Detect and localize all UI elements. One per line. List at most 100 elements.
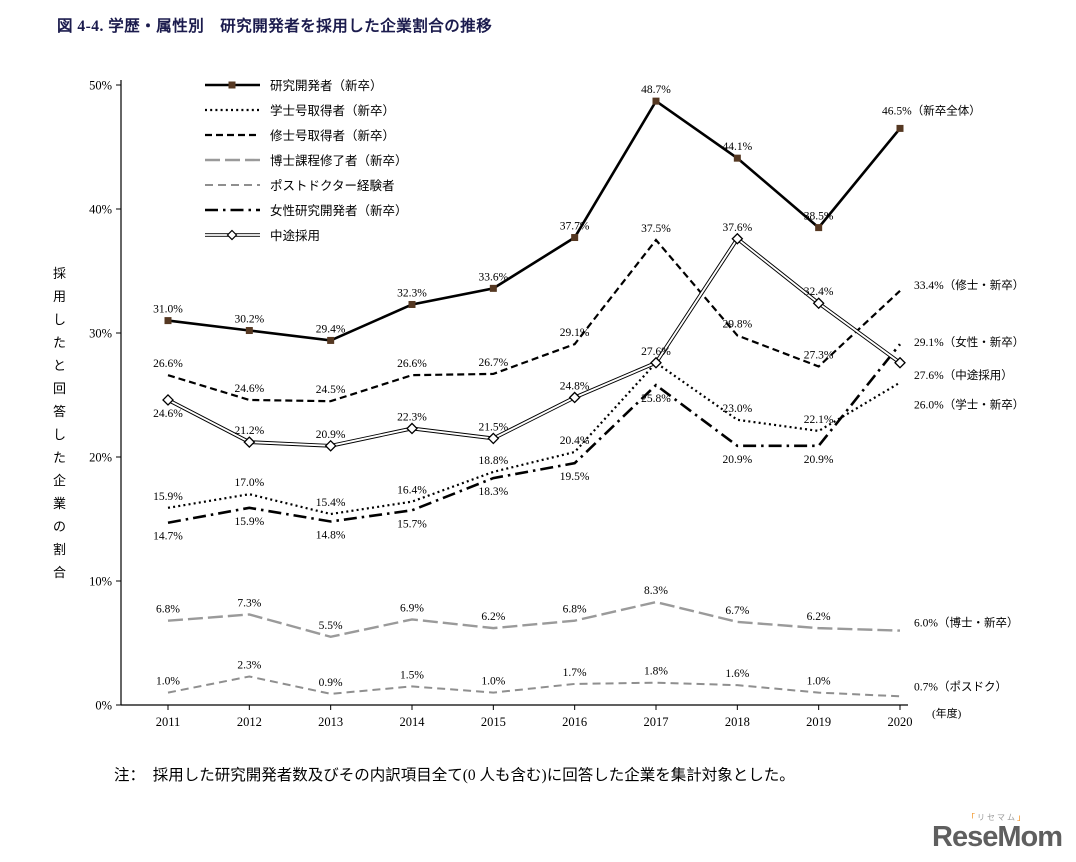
data-label: 0.9% — [319, 677, 343, 689]
series-bachelor — [167, 361, 901, 516]
x-tick-label: 2017 — [644, 715, 669, 729]
legend-item-female: 女性研究開発者（新卒） — [204, 197, 408, 222]
square-marker — [652, 97, 660, 105]
legend-label: 女性研究開発者（新卒） — [270, 204, 408, 218]
data-label: 16.4% — [397, 485, 427, 497]
data-label: 1.7% — [563, 667, 587, 679]
data-label: 30.2% — [234, 314, 264, 326]
data-label: 46.5%（新卒全体） — [882, 103, 981, 117]
legend-swatch-master — [205, 133, 260, 136]
data-label: 33.4%（修士・新卒） — [914, 278, 1024, 292]
data-label: 37.5% — [641, 223, 671, 235]
data-label: 15.4% — [316, 497, 346, 509]
data-label: 24.8% — [560, 380, 590, 392]
data-label: 7.3% — [237, 597, 261, 609]
y-tick-label: 20% — [89, 451, 112, 465]
legend-item-master: 修士号取得者（新卒） — [204, 122, 408, 147]
data-label: 6.8% — [156, 604, 180, 616]
x-tick-label: 2018 — [725, 715, 750, 729]
data-label: 19.5% — [560, 471, 590, 483]
data-label: 6.2% — [481, 611, 505, 623]
square-marker — [327, 336, 335, 344]
data-label: 2.3% — [237, 659, 261, 671]
diamond-marker — [324, 439, 337, 452]
square-marker — [245, 327, 253, 335]
series-female — [167, 343, 902, 524]
legend-item-postdoc: ポストドクター経験者 — [204, 172, 408, 197]
diamond-marker — [731, 232, 744, 245]
diamond-marker — [894, 356, 906, 369]
legend-swatch-postdoc — [205, 183, 260, 186]
legend-item-doctor: 博士課程修了者（新卒） — [204, 147, 408, 172]
data-label: 29.1%（女性・新卒） — [914, 335, 1024, 349]
series-master — [167, 238, 901, 403]
diamond-marker — [568, 391, 581, 404]
data-label: 33.6% — [478, 271, 508, 283]
data-label: 1.5% — [400, 669, 424, 681]
y-tick-label: 10% — [89, 575, 112, 589]
data-label: 6.0%（博士・新卒） — [914, 616, 1018, 630]
data-label: 20.9% — [722, 454, 752, 466]
data-label: 14.7% — [153, 531, 183, 543]
data-label: 44.1% — [722, 141, 752, 153]
data-label: 8.3% — [644, 585, 668, 597]
y-tick-label: 30% — [89, 327, 112, 341]
data-label: 20.9% — [804, 454, 834, 466]
diamond-marker — [650, 356, 662, 369]
data-label: 26.6% — [397, 358, 427, 370]
data-label: 0.7%（ポスドク） — [914, 680, 1007, 693]
data-label: 14.8% — [316, 529, 346, 541]
data-label: 1.0% — [807, 676, 831, 688]
data-label: 18.8% — [478, 455, 508, 467]
logo-katakana: リセマム — [932, 814, 1062, 822]
data-label: 37.7% — [560, 221, 590, 233]
data-label: 29.1% — [560, 327, 590, 339]
data-label: 27.6% — [641, 346, 671, 358]
data-label: 6.2% — [807, 611, 831, 623]
data-label: 17.0% — [234, 477, 264, 489]
data-label: 31.0% — [153, 304, 183, 316]
figure-title: 図 4-4. 学歴・属性別 研究開発者を採用した企業割合の推移 — [57, 18, 493, 35]
x-tick-label: 2012 — [237, 715, 262, 729]
data-label: 21.2% — [234, 425, 264, 437]
series-postdoc — [167, 675, 901, 698]
axes: 0% 10% 20% 30% 40% 50% 2011 2012 2013 2014 2015 201… — [89, 79, 962, 730]
y-tick-label: 40% — [89, 203, 112, 217]
data-label: 20.4% — [560, 435, 590, 447]
x-tick-label: 2016 — [562, 715, 587, 729]
y-tick-label: 50% — [89, 79, 112, 93]
data-label: 29.8% — [722, 318, 752, 330]
data-label: 22.3% — [397, 411, 427, 423]
data-labels: 1.0% 2.3% 0.9% 1.5% 1.0% 1.7% 1.8% 1.6% 1.0% 0.7%… — [153, 84, 1024, 693]
data-label: 32.3% — [397, 287, 427, 299]
legend-swatch-main — [205, 81, 260, 88]
square-marker — [489, 284, 497, 292]
x-tick-label: 2011 — [156, 715, 181, 729]
legend-label: 研究開発者（新卒） — [270, 79, 383, 93]
square-marker — [815, 224, 823, 232]
legend-item-midcareer: 中途採用 — [204, 222, 408, 247]
x-tick-label: 2013 — [318, 715, 343, 729]
data-label: 24.6% — [153, 408, 183, 420]
series-main — [164, 97, 904, 344]
legend-item-bachelor: 学士号取得者（新卒） — [204, 97, 408, 122]
y-tick-label: 0% — [95, 699, 112, 713]
data-label: 20.9% — [316, 429, 346, 441]
data-label: 26.0%（学士・新卒） — [914, 398, 1024, 412]
legend-swatch-bachelor — [205, 108, 260, 111]
square-marker — [733, 154, 741, 162]
x-tick-label: 2014 — [400, 715, 426, 729]
data-label: 18.3% — [478, 486, 508, 498]
data-label: 6.7% — [725, 605, 749, 617]
data-label: 38.5% — [804, 211, 834, 223]
legend-swatch-doctor — [205, 158, 260, 161]
data-label: 37.6% — [722, 222, 752, 234]
logo-wordmark: ReseMom — [932, 821, 1063, 853]
y-axis-title: 採用したと回答した企業の割合 — [52, 266, 66, 580]
data-label: 23.0% — [722, 403, 752, 415]
data-label: 27.6%（中途採用） — [914, 368, 1013, 382]
line-chart: 0% 10% 20% 30% 40% 50% 2011 2012 2013 2014 2015 201… — [89, 79, 1024, 730]
data-label: 15.9% — [234, 516, 264, 528]
data-label: 27.3% — [804, 349, 834, 361]
